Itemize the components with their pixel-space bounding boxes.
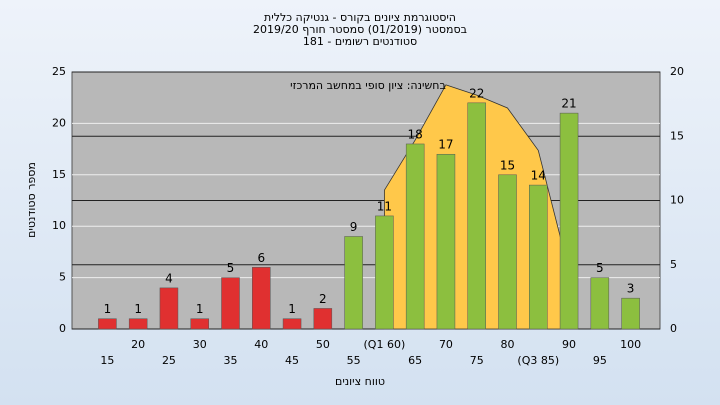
y-tick-label: 10 bbox=[52, 219, 66, 232]
x-tick-label: 70 bbox=[439, 338, 453, 351]
data-label: 5 bbox=[596, 261, 604, 275]
x-tick-label: 15 bbox=[100, 354, 114, 367]
y2-tick-label: 0 bbox=[670, 322, 677, 335]
y2-tick-label: 5 bbox=[670, 258, 677, 271]
data-label: 11 bbox=[377, 199, 392, 213]
bar bbox=[559, 112, 579, 330]
title: היסטוגרמת ציונים בקורס - גנטיקה כללית bbox=[264, 11, 456, 24]
x-tick-label: 30 bbox=[193, 338, 207, 351]
bar bbox=[621, 297, 640, 330]
bar bbox=[590, 277, 610, 330]
bar bbox=[436, 153, 456, 330]
data-label: 3 bbox=[627, 282, 635, 296]
data-label: 14 bbox=[531, 169, 546, 183]
bar bbox=[159, 287, 179, 330]
y2-tick-label: 15 bbox=[670, 129, 684, 142]
x-tick-label: 25 bbox=[162, 354, 176, 367]
data-label: 1 bbox=[134, 302, 142, 316]
bar bbox=[375, 215, 394, 330]
bar bbox=[405, 143, 425, 330]
x-tick-label: 75 bbox=[470, 354, 484, 367]
x-tick-label: 55 bbox=[347, 354, 361, 367]
y-tick-label: 25 bbox=[52, 65, 66, 78]
x-axis-label: טווח ציונים bbox=[335, 375, 385, 388]
bar bbox=[252, 267, 271, 330]
data-label: 15 bbox=[500, 158, 515, 172]
data-label: 1 bbox=[288, 302, 296, 316]
y2-tick-label: 20 bbox=[670, 65, 684, 78]
title: סטודנטים רשומים - 181 bbox=[303, 35, 417, 48]
data-label: 9 bbox=[350, 220, 358, 234]
bar bbox=[190, 318, 209, 330]
x-tick-label: 95 bbox=[593, 354, 607, 367]
bar bbox=[313, 308, 333, 330]
x-tick-label: 50 bbox=[316, 338, 330, 351]
bar bbox=[344, 236, 363, 330]
y-axis-label: מספר סטודנטים bbox=[25, 162, 38, 238]
x-tick-label: 100 bbox=[620, 338, 641, 351]
y-tick-label: 15 bbox=[52, 168, 66, 181]
y-tick-label: 0 bbox=[59, 322, 66, 335]
x-tick-label: 80 bbox=[501, 338, 515, 351]
x-tick-label: (Q1 60) bbox=[364, 338, 406, 351]
y-tick-label: 5 bbox=[59, 271, 66, 284]
bar bbox=[128, 318, 148, 330]
data-label: 18 bbox=[408, 127, 423, 141]
x-tick-label: (Q3 85) bbox=[517, 354, 559, 367]
x-tick-label: 90 bbox=[562, 338, 576, 351]
x-tick-label: 35 bbox=[224, 354, 238, 367]
data-label: 1 bbox=[196, 302, 204, 316]
x-tick-label: 45 bbox=[285, 354, 299, 367]
y-tick-label: 20 bbox=[52, 116, 66, 129]
x-tick-label: 20 bbox=[131, 338, 145, 351]
x-tick-label: 65 bbox=[408, 354, 422, 367]
annotation: בחשינה: ציון סופי במחשב המרכזי bbox=[290, 79, 446, 92]
bar bbox=[221, 277, 240, 330]
data-label: 17 bbox=[438, 138, 453, 152]
title: בסמסטר (01/2019) סמסטר חורף 2019/20 bbox=[253, 23, 467, 36]
bar bbox=[467, 102, 486, 330]
data-label: 5 bbox=[227, 261, 235, 275]
x-tick-label: 40 bbox=[254, 338, 268, 351]
bar bbox=[98, 318, 117, 330]
bar bbox=[529, 184, 548, 330]
data-label: 1 bbox=[104, 302, 112, 316]
bar bbox=[498, 174, 517, 330]
data-label: 4 bbox=[165, 271, 173, 285]
bar bbox=[282, 318, 302, 330]
data-label: 22 bbox=[469, 86, 484, 100]
data-label: 2 bbox=[319, 292, 327, 306]
data-label: 6 bbox=[257, 251, 265, 265]
y2-tick-label: 10 bbox=[670, 194, 684, 207]
data-label: 21 bbox=[561, 97, 576, 111]
